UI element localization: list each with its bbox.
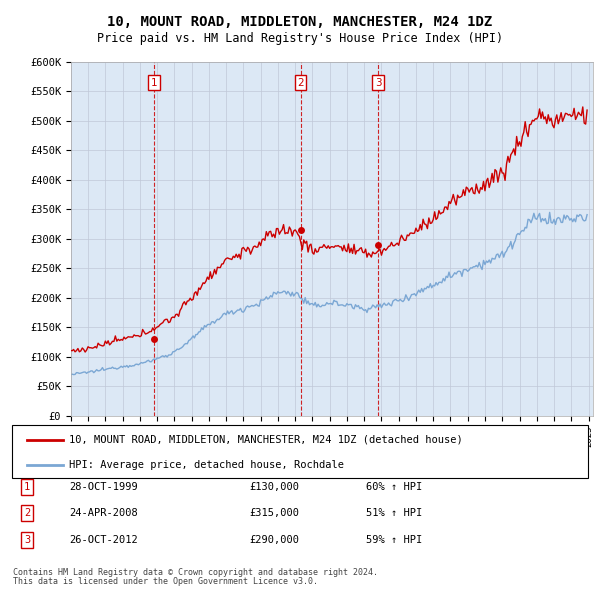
Text: 26-OCT-2012: 26-OCT-2012 [69,535,138,545]
Text: This data is licensed under the Open Government Licence v3.0.: This data is licensed under the Open Gov… [13,577,318,586]
Text: 2: 2 [297,78,304,87]
Text: 60% ↑ HPI: 60% ↑ HPI [366,482,422,491]
Text: 59% ↑ HPI: 59% ↑ HPI [366,535,422,545]
Text: £315,000: £315,000 [249,509,299,518]
Text: 51% ↑ HPI: 51% ↑ HPI [366,509,422,518]
Text: 1: 1 [24,482,30,491]
Text: 1: 1 [151,78,157,87]
Text: 3: 3 [24,535,30,545]
Text: 10, MOUNT ROAD, MIDDLETON, MANCHESTER, M24 1DZ: 10, MOUNT ROAD, MIDDLETON, MANCHESTER, M… [107,15,493,29]
Text: 24-APR-2008: 24-APR-2008 [69,509,138,518]
Text: 10, MOUNT ROAD, MIDDLETON, MANCHESTER, M24 1DZ (detached house): 10, MOUNT ROAD, MIDDLETON, MANCHESTER, M… [69,435,463,445]
Text: 3: 3 [375,78,382,87]
Text: HPI: Average price, detached house, Rochdale: HPI: Average price, detached house, Roch… [69,460,344,470]
Text: Contains HM Land Registry data © Crown copyright and database right 2024.: Contains HM Land Registry data © Crown c… [13,568,378,576]
Text: 2: 2 [24,509,30,518]
Text: Price paid vs. HM Land Registry's House Price Index (HPI): Price paid vs. HM Land Registry's House … [97,32,503,45]
Text: £130,000: £130,000 [249,482,299,491]
Text: 28-OCT-1999: 28-OCT-1999 [69,482,138,491]
Text: £290,000: £290,000 [249,535,299,545]
